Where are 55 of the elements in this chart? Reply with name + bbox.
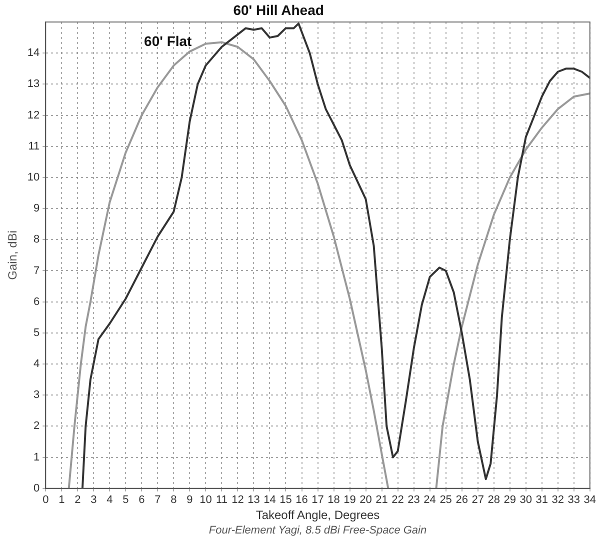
y-tick-label: 0: [34, 482, 40, 494]
x-tick-label: 2: [74, 494, 81, 506]
x-axis-title: Takeoff Angle, Degrees: [256, 508, 380, 522]
x-tick-label: 30: [520, 494, 532, 506]
series-label: 60' Hill Ahead: [233, 2, 324, 18]
x-tick-label: 29: [504, 494, 516, 506]
x-tick-label: 12: [232, 494, 244, 506]
x-tick-label: 23: [408, 494, 420, 506]
text: Four-Element Yagi, 8.5 dBi Free-Space Gain: [208, 524, 427, 537]
x-tick-label: 34: [584, 494, 596, 506]
y-tick-label: 14: [27, 47, 40, 60]
x-tick-label: 27: [472, 494, 484, 506]
x-tick-label: 14: [264, 494, 276, 506]
y-tick-label: 3: [34, 389, 40, 402]
x-tick-label: 16: [296, 494, 308, 506]
y-tick-label: 6: [34, 296, 40, 308]
y-tick-label: 5: [34, 326, 40, 339]
x-tick-label: 19: [344, 494, 356, 506]
x-tick-label: 15: [280, 494, 292, 506]
y-tick-label: 2: [34, 420, 40, 432]
series-label: 60' Flat: [144, 33, 192, 50]
x-tick-label: 21: [376, 494, 388, 506]
x-tick-label: 9: [186, 494, 193, 506]
x-tick-label: 1: [58, 494, 65, 506]
x-tick-label: 13: [248, 494, 260, 506]
x-tick-label: 28: [488, 494, 500, 506]
x-tick-label: 25: [440, 494, 452, 506]
x-tick-label: 31: [536, 494, 548, 506]
x-tick-label: 24: [424, 494, 436, 506]
x-tick-label: 11: [216, 494, 228, 506]
x-tick-label: 22: [392, 494, 404, 506]
x-tick-label: 18: [328, 494, 340, 506]
x-tick-label: 32: [552, 494, 564, 506]
x-tick-label: 10: [200, 494, 212, 506]
x-tick-label: 4: [106, 494, 113, 506]
y-tick-label: 8: [34, 234, 40, 246]
x-tick-label: 3: [90, 494, 97, 506]
x-tick-label: 5: [122, 494, 129, 506]
y-tick-label: 9: [34, 202, 40, 215]
x-tick-label: 6: [138, 494, 145, 506]
x-tick-label: 7: [154, 494, 161, 506]
y-tick-label: 10: [27, 172, 40, 184]
x-tick-label: 17: [312, 494, 324, 506]
x-tick-label: 8: [170, 494, 177, 506]
y-tick-label: 13: [27, 78, 40, 90]
y-tick-label: 4: [34, 358, 40, 370]
x-tick-label: 20: [360, 494, 372, 506]
y-tick-label: 12: [27, 109, 40, 122]
y-axis-title: Gain, dBi: [6, 230, 20, 280]
x-tick-label: 33: [568, 494, 580, 506]
y-tick-label: 7: [34, 264, 40, 277]
y-tick-label: 11: [28, 140, 40, 152]
x-tick-label: 26: [456, 494, 468, 506]
y-tick-label: 1: [34, 451, 40, 464]
x-tick-label: 0: [42, 494, 49, 506]
